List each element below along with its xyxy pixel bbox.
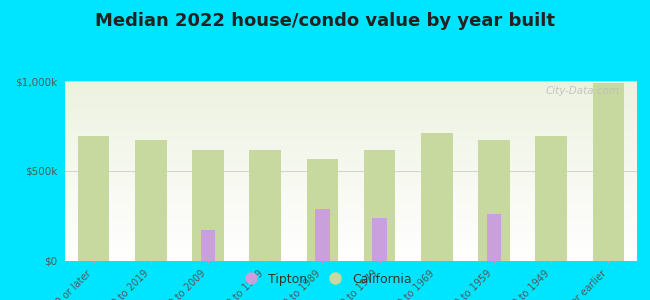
- Bar: [307, 159, 338, 261]
- Bar: [372, 218, 387, 261]
- Bar: [78, 136, 109, 261]
- Bar: [250, 150, 281, 261]
- Bar: [536, 136, 567, 261]
- Text: Median 2022 house/condo value by year built: Median 2022 house/condo value by year bu…: [95, 12, 555, 30]
- Bar: [192, 150, 224, 261]
- Text: City-Data.com: City-Data.com: [546, 86, 620, 96]
- Bar: [315, 209, 330, 261]
- Bar: [364, 150, 395, 261]
- Legend: Tipton, California: Tipton, California: [233, 268, 417, 291]
- Bar: [421, 133, 452, 261]
- Bar: [478, 140, 510, 261]
- Bar: [487, 214, 501, 261]
- Bar: [593, 83, 624, 261]
- Bar: [201, 230, 215, 261]
- Bar: [135, 140, 166, 261]
